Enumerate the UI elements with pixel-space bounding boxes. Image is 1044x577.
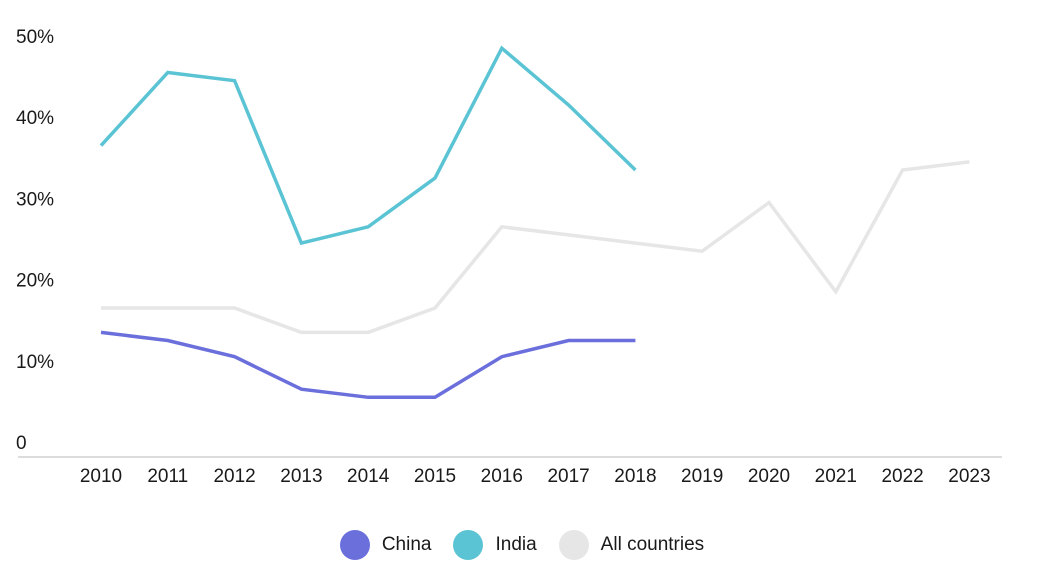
x-tick-label: 2013 bbox=[280, 466, 322, 487]
legend-label: India bbox=[495, 534, 537, 555]
x-tick-label: 2015 bbox=[414, 466, 456, 487]
x-tick-label: 2022 bbox=[881, 466, 923, 487]
legend: China India All countries bbox=[0, 530, 1044, 560]
legend-item-india: India bbox=[453, 530, 537, 560]
x-tick-label: 2010 bbox=[80, 466, 122, 487]
line-chart: 010%20%30%40%50% 2010 2011 2012 2013 2014 201… bbox=[16, 27, 1002, 487]
y-tick-label: 50% bbox=[16, 27, 54, 48]
legend-item-all-countries: All countries bbox=[558, 530, 705, 560]
legend-swatch bbox=[339, 530, 370, 560]
x-tick-label: 2016 bbox=[481, 466, 523, 487]
x-tick-label: 2021 bbox=[815, 466, 857, 487]
legend-swatch bbox=[453, 530, 484, 560]
y-tick-label: 30% bbox=[16, 189, 54, 210]
y-axis: 0 10% 20% 30% 40% 50% bbox=[16, 27, 54, 454]
series-line-china bbox=[100, 330, 636, 400]
series-line-india bbox=[99, 45, 637, 246]
x-tick-label: 2011 bbox=[147, 466, 188, 487]
x-axis: 2010 2011 2012 2013 2014 2015 2016 2017 2018 2019… bbox=[80, 466, 991, 487]
y-tick-label: 10% bbox=[16, 352, 54, 373]
x-tick-label: 2012 bbox=[213, 466, 255, 487]
x-tick-label: 2017 bbox=[547, 466, 589, 487]
x-tick-label: 2019 bbox=[681, 466, 723, 487]
x-tick-label: 2020 bbox=[748, 466, 790, 487]
series-lines bbox=[99, 45, 970, 400]
x-tick-label: 2014 bbox=[347, 466, 390, 487]
legend-swatch bbox=[558, 530, 589, 560]
y-tick-label: 20% bbox=[16, 271, 54, 292]
x-tick-label: 2023 bbox=[948, 466, 990, 487]
series-line-all-countries bbox=[101, 160, 970, 335]
legend-label: All countries bbox=[600, 534, 705, 555]
y-tick-label: 40% bbox=[16, 108, 54, 129]
y-tick-label: 0 bbox=[16, 433, 27, 454]
x-tick-label: 2018 bbox=[614, 466, 656, 487]
legend-label: China bbox=[381, 534, 432, 555]
legend-item-china: China bbox=[339, 530, 432, 560]
